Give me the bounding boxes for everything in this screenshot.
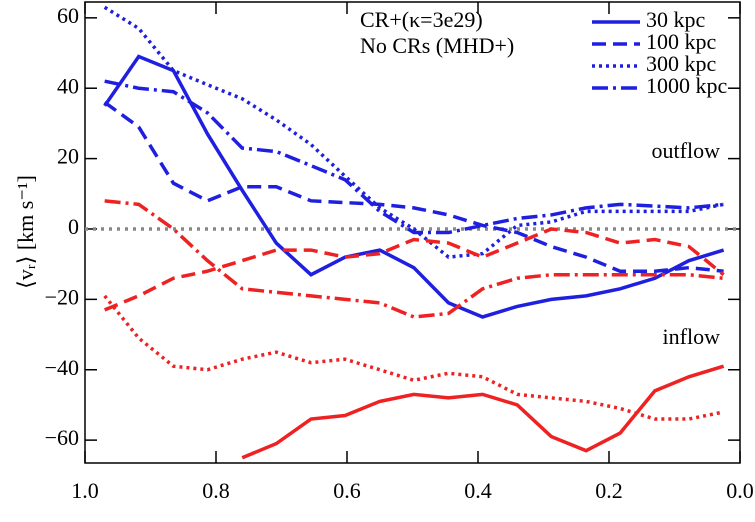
group-label: No CRs (MHD+) [360,33,514,58]
y-tick-label: −60 [45,425,79,450]
series-line [103,294,724,421]
series-line [103,100,724,273]
x-tick-label: 0.8 [202,478,230,503]
annotation: inflow [663,324,721,349]
legend-label: 1000 kpc [646,73,728,98]
legend-label: 100 kpc [646,29,717,54]
x-tick-label: 1.0 [71,478,99,503]
plot-frame [84,1,741,464]
y-tick-label: 20 [57,144,79,169]
x-tick-label: 0.2 [595,478,623,503]
series-line [104,79,724,235]
y-tick-label: −40 [45,355,79,380]
series-line [103,54,725,319]
y-tick-label: 60 [57,3,79,28]
legend-label: 300 kpc [646,51,717,76]
y-axis-label: ⟨vᵣ⟩ [km s⁻¹] [13,175,38,289]
x-tick-label: 0.4 [464,478,492,503]
y-tick-label: 40 [57,73,79,98]
group-label: CR+(κ=3e29) [360,7,483,32]
series-line [241,364,725,460]
legend-label: 30 kpc [646,7,706,32]
y-tick-label: −20 [45,284,79,309]
series-line [103,5,724,259]
annotation: outflow [652,138,721,163]
series-line [103,227,725,312]
x-tick-label: 0.6 [333,478,361,503]
series-line [104,199,724,319]
y-tick-label: 0 [68,214,79,239]
x-tick-label: 0.0 [726,478,754,503]
